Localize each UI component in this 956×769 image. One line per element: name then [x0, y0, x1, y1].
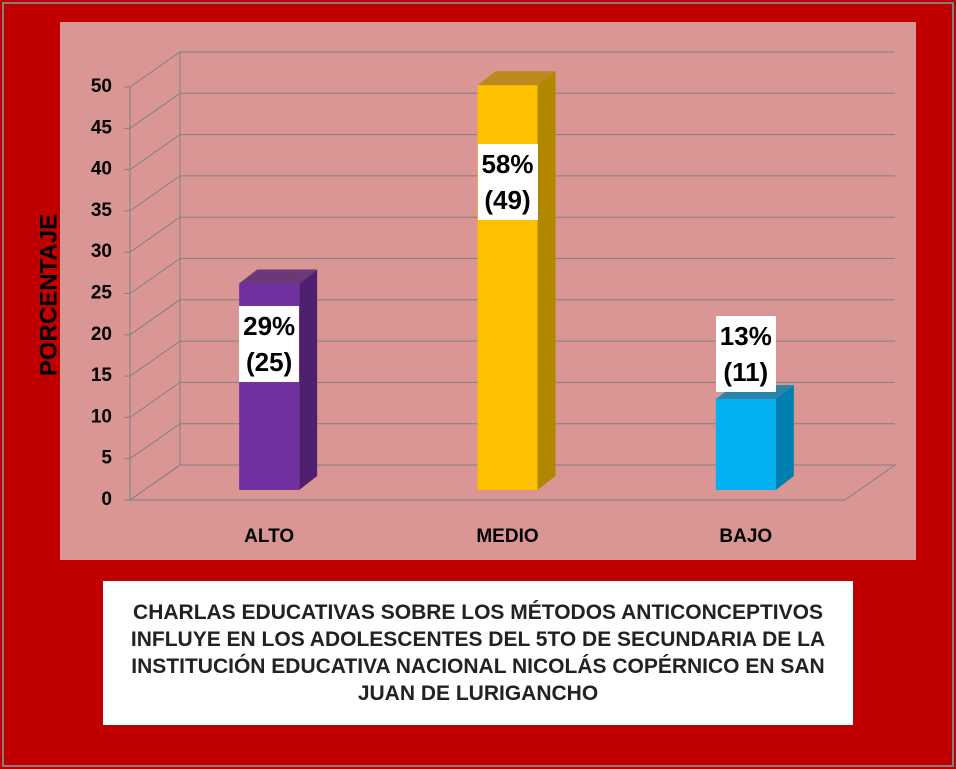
y-tick-label: 40 [91, 159, 112, 180]
grid-line [129, 381, 895, 418]
value-label: 13% (11) [715, 316, 776, 393]
bar-side [299, 269, 318, 490]
y-tick-label: 20 [91, 324, 112, 345]
grid-line [129, 423, 895, 460]
y-tick-label: 35 [91, 200, 113, 221]
grid-line [129, 92, 895, 129]
bar-top [477, 71, 556, 86]
y-tick-label: 30 [91, 241, 112, 262]
grid-line [129, 340, 895, 377]
bar-top [239, 269, 318, 284]
x-tick-label: ALTO [244, 526, 294, 547]
y-tick-label: 50 [91, 76, 112, 97]
y-tick-label: 0 [101, 489, 112, 510]
y-tick-label: 5 [101, 448, 112, 469]
grid-line [129, 258, 895, 294]
grid-line [129, 134, 895, 171]
y-tick-label: 10 [91, 406, 112, 427]
grid-line [129, 299, 895, 336]
grid-line [129, 175, 895, 212]
y-axis-label: PORCENTAJE [35, 214, 62, 376]
grid-line [129, 464, 895, 501]
y-tick-label: 45 [91, 117, 113, 138]
grid-line [129, 51, 895, 88]
y-tick-label: 15 [91, 365, 113, 386]
bar-side [537, 71, 556, 490]
bar [715, 399, 776, 490]
bar-side [775, 385, 794, 490]
grid-line [129, 216, 895, 253]
y-tick-label: 25 [91, 283, 113, 304]
x-tick-label: BAJO [719, 526, 772, 547]
value-label: 29% (25) [239, 305, 300, 382]
chart-title: CHARLAS EDUCATIVAS SOBRE LOS MÉTODOS ANT… [103, 581, 853, 725]
value-label: 58% (49) [477, 144, 538, 220]
x-tick-label: MEDIO [476, 526, 538, 547]
